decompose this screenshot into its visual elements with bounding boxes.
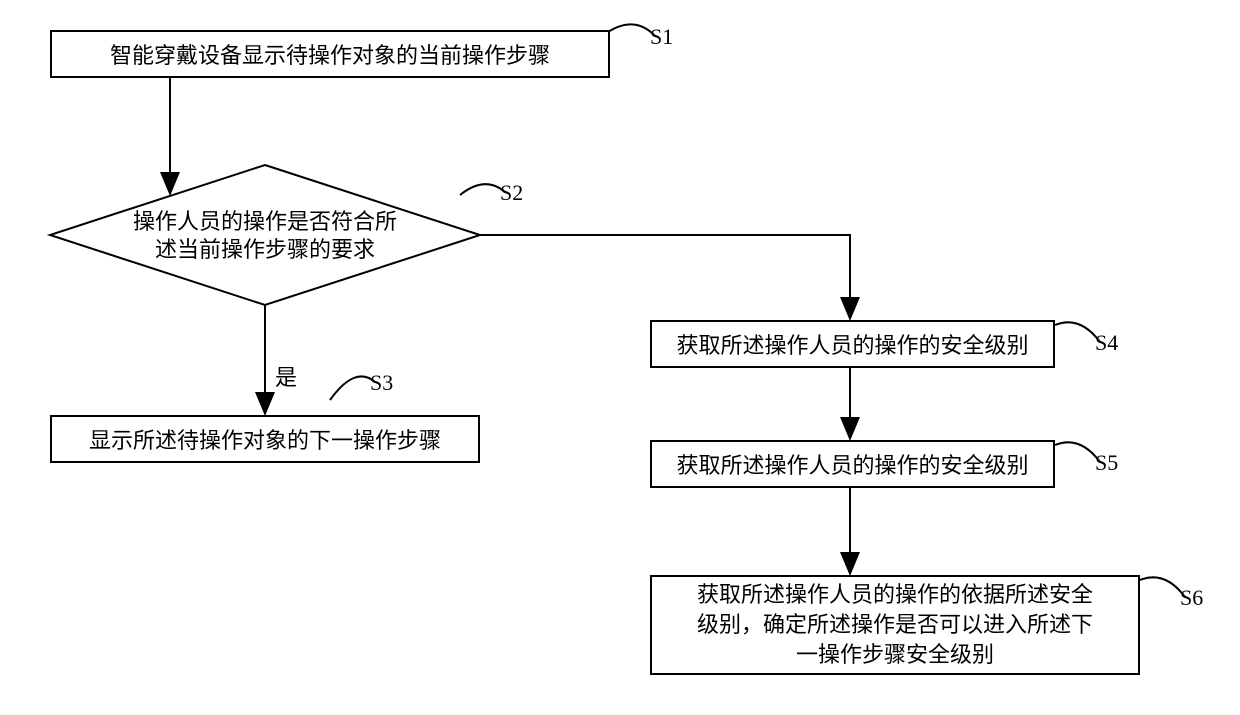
edge-label-yes: 是 [275, 360, 297, 392]
node-s5: 获取所述操作人员的操作的安全级别 [650, 440, 1055, 488]
label-s5: S5 [1095, 450, 1118, 476]
node-s3: 显示所述待操作对象的下一操作步骤 [50, 415, 480, 463]
label-s4: S4 [1095, 330, 1118, 356]
leader-s1 [608, 24, 655, 36]
label-s1: S1 [650, 24, 673, 50]
node-s6: 获取所述操作人员的操作的依据所述安全 级别，确定所述操作是否可以进入所述下 一操… [650, 575, 1140, 675]
node-s3-text: 显示所述待操作对象的下一操作步骤 [89, 423, 441, 455]
leader-s3 [330, 376, 375, 400]
node-s5-text: 获取所述操作人员的操作的安全级别 [676, 448, 1028, 480]
leader-s2 [460, 184, 505, 195]
node-s1: 智能穿戴设备显示待操作对象的当前操作步骤 [50, 30, 610, 78]
leader-s4 [1055, 322, 1100, 342]
node-s2-text: 操作人员的操作是否符合所 述当前操作步骤的要求 [115, 208, 415, 264]
leader-s5 [1055, 442, 1100, 462]
label-s3: S3 [370, 370, 393, 396]
leader-s6 [1140, 577, 1185, 597]
label-s6: S6 [1180, 585, 1203, 611]
edge-s2-s4 [480, 235, 850, 317]
node-s4-text: 获取所述操作人员的操作的安全级别 [676, 328, 1028, 360]
node-s4: 获取所述操作人员的操作的安全级别 [650, 320, 1055, 368]
node-s1-text: 智能穿戴设备显示待操作对象的当前操作步骤 [110, 38, 550, 70]
label-s2: S2 [500, 180, 523, 206]
